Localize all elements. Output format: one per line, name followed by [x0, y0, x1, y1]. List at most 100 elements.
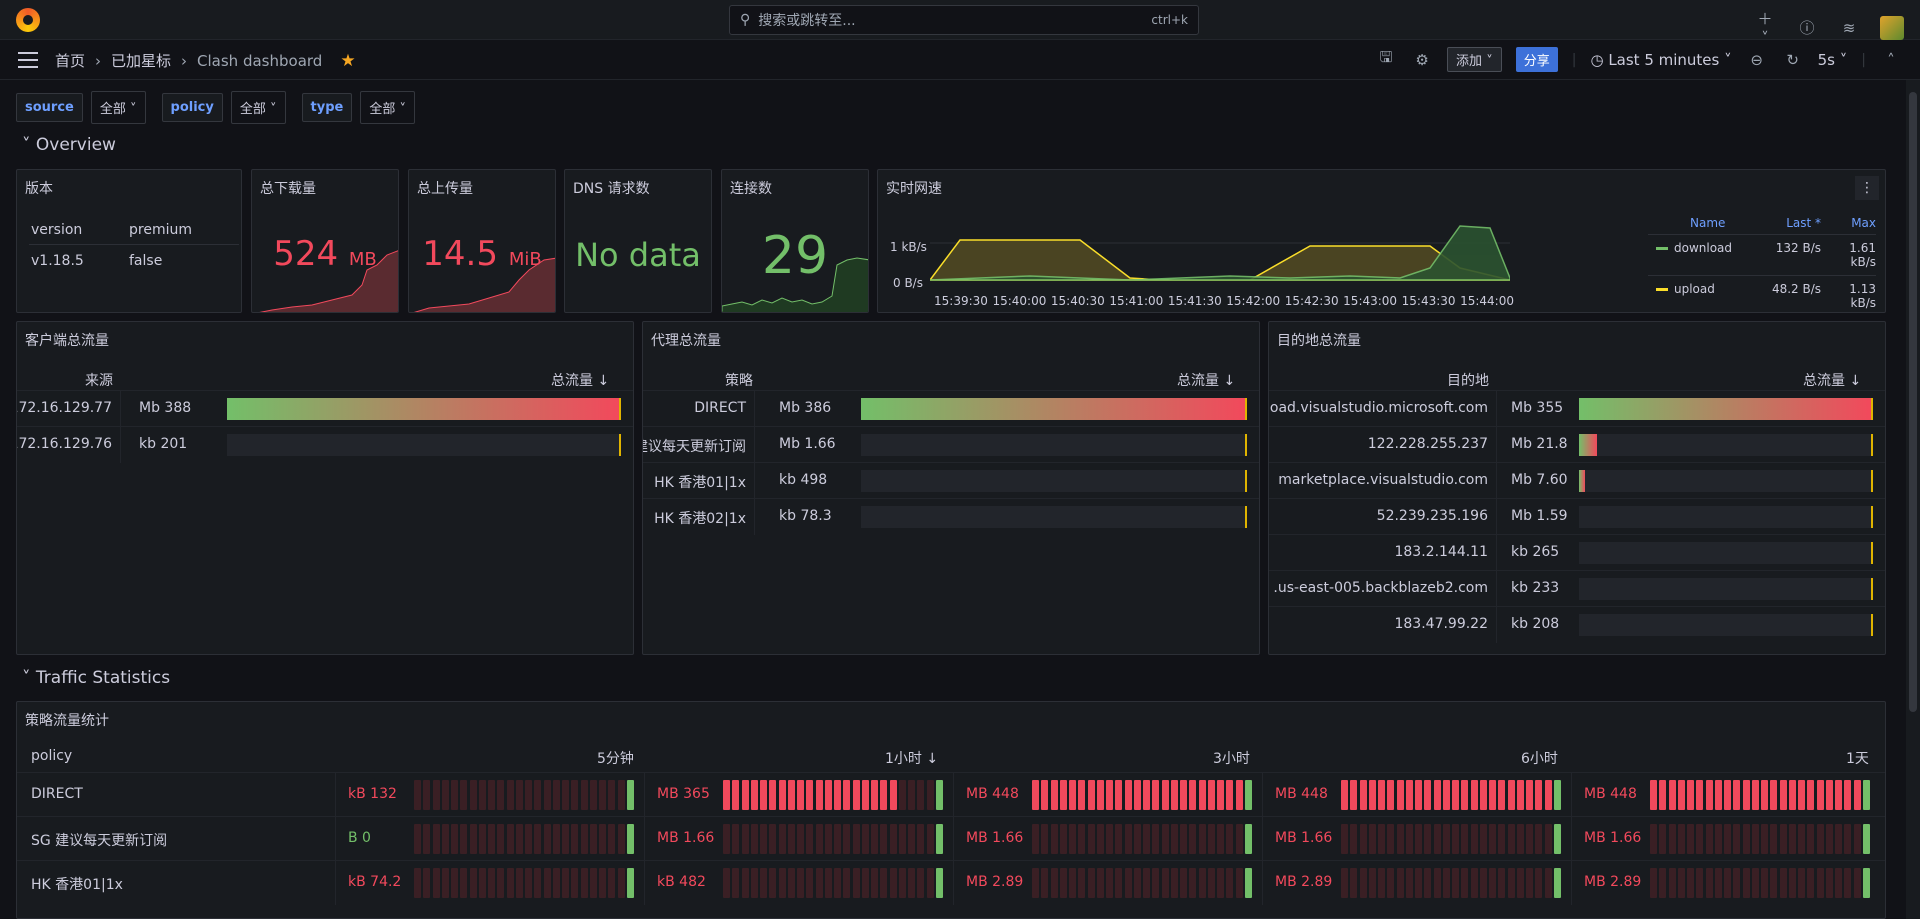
avatar[interactable]	[1880, 15, 1904, 40]
panel-title: 客户端总流量	[25, 333, 109, 349]
panel-dns: DNS 请求数 No data	[564, 169, 712, 313]
col-header[interactable]: 5分钟	[597, 751, 634, 767]
stat-value: 29	[761, 226, 829, 286]
add-button[interactable]: 添加 ˅	[1447, 47, 1502, 72]
search-input[interactable]: ⚲ 搜索或跳转至... ctrl+k	[729, 5, 1199, 35]
row-traffic[interactable]: ˅ Traffic Statistics	[22, 668, 171, 688]
row-value: Mb 21.8	[1511, 436, 1568, 452]
row-value: kb 208	[1511, 616, 1560, 632]
row-name: 52.239.235.196	[1376, 508, 1488, 524]
lcd-gauge	[723, 824, 945, 854]
bar-gauge	[1579, 398, 1871, 420]
legend-row[interactable]: upload 48.2 B/s 1.13 kB/s	[1648, 276, 1876, 312]
breadcrumb-starred[interactable]: 已加星标	[111, 52, 172, 70]
col-header-sort[interactable]: 总流量 ↓	[551, 373, 610, 389]
cell-value: MB 2.89	[1584, 874, 1642, 890]
bar-gauge-bg	[1579, 614, 1873, 636]
cell-value: MB 1.66	[1275, 830, 1333, 846]
table-row: marketplace.visualstudio.com Mb 7.60	[1269, 462, 1885, 499]
table-row: DIRECT Mb 386	[643, 390, 1259, 427]
grafana-logo-icon[interactable]	[16, 8, 40, 32]
bar-gauge	[1579, 470, 1585, 492]
panel-menu-icon[interactable]: ⋮	[1855, 176, 1879, 200]
row-name: 183.2.144.11	[1394, 544, 1488, 560]
var-select-policy[interactable]: 全部 ˅	[230, 91, 286, 124]
cell-value: MB 1.66	[1584, 830, 1642, 846]
stat-value: No data	[575, 236, 701, 274]
policy-name: HK 香港01|1x	[31, 877, 123, 893]
col-header-sort[interactable]: 总流量 ↓	[1177, 373, 1236, 389]
cell-value: kB 74.2	[348, 874, 402, 890]
row-value: Mb 386	[779, 400, 832, 416]
y-tick-label: 1 kB/s	[890, 240, 927, 254]
cell-value: MB 448	[1275, 786, 1328, 802]
lcd-gauge	[1650, 868, 1872, 898]
legend-header[interactable]: Name	[1690, 216, 1726, 230]
panel-proxy: 代理总流量 策略 总流量 ↓ DIRECT Mb 386 建议每天更新订阅 Mb 1.…	[642, 321, 1260, 655]
bar-gauge	[861, 398, 1245, 420]
panel-title: 总下载量	[260, 181, 316, 197]
lcd-gauge	[723, 868, 945, 898]
help-icon[interactable]: ⓘ	[1799, 19, 1815, 37]
legend-header[interactable]: Last *	[1786, 216, 1821, 230]
row-overview[interactable]: ˅ Overview	[22, 135, 116, 155]
row-name: HK 香港02|1x	[654, 511, 746, 527]
col-header[interactable]: 目的地	[1447, 373, 1489, 389]
x-axis: 15:39:30 15:40:00 15:40:30 15:41:00 15:4…	[934, 294, 1514, 308]
panel-title: 实时网速	[886, 181, 942, 197]
star-icon[interactable]: ★	[340, 50, 356, 71]
col-header[interactable]: 策略	[725, 373, 753, 389]
cell-value: MB 2.89	[1275, 874, 1333, 890]
panel-version: 版本 version premium v1.18.5 false	[16, 169, 242, 313]
clock-icon: ◷	[1590, 50, 1604, 69]
legend-header[interactable]: Max	[1851, 216, 1876, 230]
collapse-icon[interactable]: ˄	[1887, 50, 1895, 69]
var-select-source[interactable]: 全部 ˅	[90, 91, 146, 124]
panel-title: 连接数	[730, 181, 772, 197]
save-icon[interactable]: 🖫	[1379, 48, 1393, 66]
col-header-sort[interactable]: 1小时 ↓	[885, 751, 939, 767]
upload-sparkline	[413, 257, 555, 312]
table-row: HK 香港01|1x kB 74.2 kB 482 MB 2.89 MB 2.89 MB …	[17, 860, 1885, 905]
row-value: Mb 1.66	[779, 436, 836, 452]
share-button[interactable]: 分享	[1515, 47, 1558, 72]
rss-icon[interactable]: ≋	[1842, 18, 1856, 37]
breadcrumb: 首页 › 已加星标 › Clash dashboard ★	[55, 50, 356, 71]
search-shortcut: ctrl+k	[1151, 13, 1188, 27]
row-name: HK 香港01|1x	[654, 475, 746, 491]
bar-gauge-bg	[1579, 578, 1873, 600]
col-header[interactable]: 1天	[1846, 751, 1869, 767]
bar-gauge	[227, 398, 619, 420]
refresh-interval-picker[interactable]: 5s ˅	[1817, 50, 1848, 69]
time-range-picker[interactable]: ◷ Last 5 minutes ˅	[1590, 50, 1732, 69]
nav-bar: 首页 › 已加星标 › Clash dashboard ★ 🖫 ⚙ 添加 ˅ 分…	[0, 40, 1920, 80]
panel-speed: 实时网速 ⋮ 1 kB/s 0 B/s 15:39:30 15:40:00 15…	[877, 169, 1886, 313]
col-header-sort[interactable]: 总流量 ↓	[1803, 373, 1862, 389]
zoom-out-icon[interactable]: ⊖	[1750, 50, 1763, 69]
table-row: HK 香港02|1x kb 78.3	[643, 498, 1259, 535]
col-header[interactable]: 来源	[85, 373, 113, 389]
refresh-icon[interactable]: ↻	[1786, 50, 1799, 69]
row-value: Mb 1.59	[1511, 508, 1568, 524]
cell-value: MB 1.66	[657, 830, 715, 846]
legend-row[interactable]: download 132 B/s 1.61 kB/s	[1648, 235, 1876, 276]
menu-icon[interactable]	[18, 52, 38, 68]
cell-value: B 0	[348, 830, 371, 846]
col-header[interactable]: 6小时	[1521, 751, 1558, 767]
col-header[interactable]: 3小时	[1213, 751, 1250, 767]
lcd-gauge	[1032, 868, 1254, 898]
row-value: kb 78.3	[779, 508, 832, 524]
gear-icon[interactable]: ⚙	[1415, 50, 1429, 69]
panel-connections: 连接数 29	[721, 169, 869, 313]
var-select-type[interactable]: 全部 ˅	[360, 91, 415, 124]
plus-icon[interactable]: ＋˅	[1757, 10, 1773, 47]
col-header[interactable]: policy	[31, 748, 73, 764]
panel-download: 总下载量 524 MB	[251, 169, 399, 313]
scrollbar[interactable]	[1906, 80, 1920, 919]
panel-policy-stats: 策略流量统计 policy 5分钟 1小时 ↓ 3小时 6小时 1天 DIREC…	[16, 701, 1886, 919]
row-value: kb 233	[1511, 580, 1560, 596]
breadcrumb-home[interactable]: 首页	[55, 52, 86, 70]
bar-gauge-bg	[861, 398, 1247, 420]
x-tick-label: 15:39:30	[934, 294, 988, 308]
table-row: .us-east-005.backblazeb2.com kb 233	[1269, 570, 1885, 607]
